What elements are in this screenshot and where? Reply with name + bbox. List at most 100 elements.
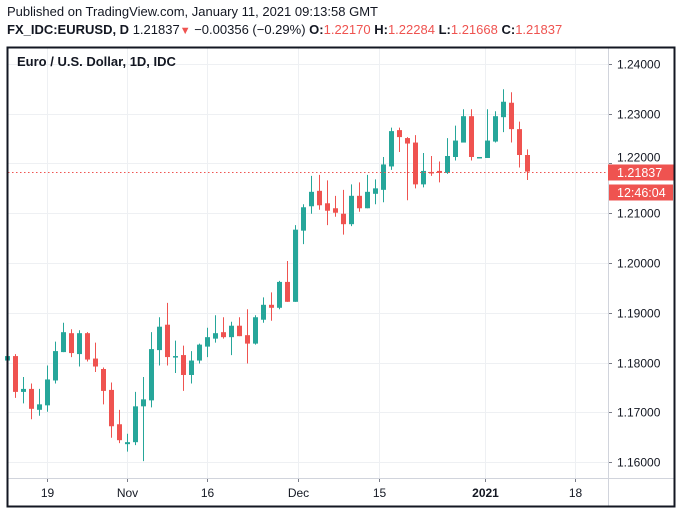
candle bbox=[429, 155, 434, 176]
candle bbox=[501, 89, 506, 133]
candle bbox=[269, 292, 274, 321]
candle bbox=[213, 315, 218, 343]
candle-body bbox=[189, 360, 194, 375]
candle bbox=[21, 376, 26, 404]
candle bbox=[141, 376, 146, 462]
candle bbox=[525, 149, 530, 180]
candle-body bbox=[349, 195, 354, 225]
candle bbox=[45, 365, 50, 412]
price-change: −0.00356 (−0.29%) bbox=[194, 22, 306, 37]
candle bbox=[477, 156, 482, 159]
candle bbox=[125, 433, 130, 452]
time-tick-label: 2021 bbox=[472, 486, 499, 500]
candle bbox=[509, 92, 514, 143]
candle bbox=[109, 382, 114, 438]
axes: 1.24000 1.23000 1.22000 1.21000 1.20000 1.190… bbox=[8, 48, 675, 507]
candle-body bbox=[405, 138, 410, 144]
candle-body bbox=[341, 213, 346, 225]
candle bbox=[341, 189, 346, 235]
symbol-header: FX_IDC:EURUSD, D 1.21837▼ −0.00356 (−0.2… bbox=[7, 22, 562, 37]
candle-body bbox=[61, 332, 66, 353]
grid bbox=[8, 48, 608, 478]
candle bbox=[445, 138, 450, 174]
candle bbox=[349, 184, 354, 227]
candle-body bbox=[317, 190, 322, 206]
candle bbox=[61, 322, 66, 353]
candle bbox=[173, 340, 178, 373]
candle bbox=[229, 321, 234, 356]
candle bbox=[317, 174, 322, 210]
price-tick-label: 1.20000 bbox=[617, 257, 661, 271]
candle bbox=[181, 345, 186, 391]
time-tick-label: Nov bbox=[117, 486, 138, 500]
candle bbox=[293, 225, 298, 302]
high-label: H: bbox=[374, 22, 388, 37]
candle bbox=[301, 204, 306, 245]
bar-countdown-label: 12:46:04 bbox=[617, 186, 666, 200]
price-tick-label: 1.16000 bbox=[617, 456, 661, 470]
close-value: 1.21837 bbox=[515, 22, 563, 37]
candle-body bbox=[157, 326, 162, 351]
candle-body bbox=[325, 203, 330, 211]
candle-body bbox=[141, 399, 146, 407]
candle-body bbox=[269, 304, 274, 308]
last-price-label: 1.21837 bbox=[617, 166, 662, 180]
candle-body bbox=[133, 406, 138, 443]
candle-body bbox=[21, 388, 26, 392]
candle bbox=[309, 175, 314, 214]
price-tick-label: 1.17000 bbox=[617, 406, 661, 420]
candle-body bbox=[293, 229, 298, 302]
candle bbox=[157, 317, 162, 366]
symbol-name: FX_IDC:EURUSD, D bbox=[7, 22, 130, 37]
candle-body bbox=[285, 281, 290, 302]
close-label: C: bbox=[501, 22, 516, 37]
price-tick-label: 1.23000 bbox=[617, 108, 661, 122]
candle-body bbox=[229, 325, 234, 338]
candle-body bbox=[181, 355, 186, 375]
candle-body bbox=[477, 156, 482, 159]
candle-body bbox=[493, 116, 498, 142]
candle-body bbox=[437, 170, 442, 173]
candle-body bbox=[461, 116, 466, 143]
candle bbox=[149, 332, 154, 408]
candle bbox=[493, 111, 498, 143]
candle bbox=[357, 182, 362, 212]
time-tick-label: 18 bbox=[569, 486, 583, 500]
candle bbox=[261, 297, 266, 323]
price-tick-label: 1.18000 bbox=[617, 357, 661, 371]
candle bbox=[237, 317, 242, 337]
candle bbox=[93, 342, 98, 372]
candle-body bbox=[69, 333, 74, 354]
candle-body bbox=[517, 129, 522, 156]
candle bbox=[29, 383, 34, 420]
candle-body bbox=[373, 188, 378, 194]
candle-body bbox=[45, 379, 50, 406]
candle-body bbox=[53, 351, 58, 381]
candle-body bbox=[205, 337, 210, 347]
candle bbox=[413, 135, 418, 189]
candle bbox=[405, 137, 410, 201]
candle bbox=[37, 388, 42, 416]
candle-body bbox=[13, 356, 18, 392]
last-price: 1.21837 bbox=[132, 22, 180, 37]
candle bbox=[325, 180, 330, 226]
candle bbox=[381, 156, 386, 203]
candle bbox=[69, 329, 74, 358]
candle-body bbox=[245, 335, 250, 344]
candle-body bbox=[117, 424, 122, 441]
candle bbox=[253, 315, 258, 345]
candle bbox=[453, 125, 458, 161]
candle bbox=[421, 153, 426, 188]
candle-body bbox=[381, 164, 386, 190]
candle-body bbox=[277, 281, 282, 308]
candle-body bbox=[237, 325, 242, 337]
candle bbox=[437, 161, 442, 183]
open-value: 1.22170 bbox=[323, 22, 371, 37]
candle-body bbox=[389, 131, 394, 167]
candle bbox=[365, 174, 370, 209]
time-tick-label: 16 bbox=[201, 486, 215, 500]
price-tick-label: 1.22000 bbox=[617, 151, 661, 165]
time-tick-label: 15 bbox=[373, 486, 387, 500]
candle-body bbox=[445, 155, 450, 173]
